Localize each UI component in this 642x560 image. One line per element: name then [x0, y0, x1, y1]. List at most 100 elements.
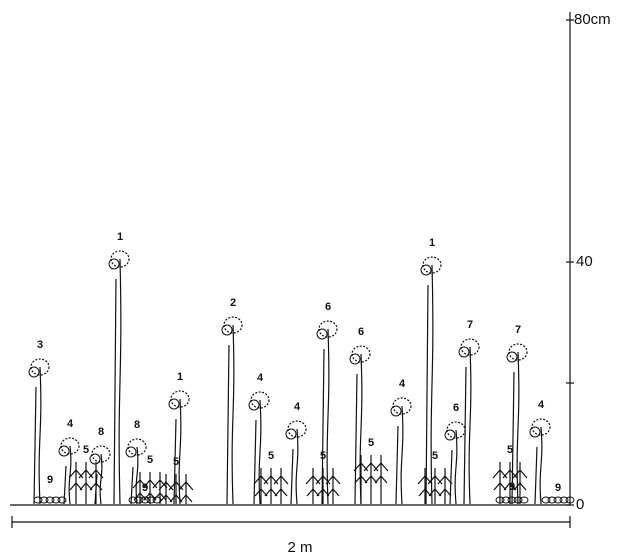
- plant-label: 8: [134, 419, 140, 431]
- plant-label: 1: [177, 371, 183, 383]
- plant-label: 4: [538, 399, 545, 411]
- rosette-leaf: [507, 496, 517, 504]
- flower-head: [420, 264, 432, 276]
- plant-label: 7: [467, 319, 473, 331]
- rosette-leaf: [519, 496, 529, 504]
- flower-head: [168, 398, 180, 410]
- plant-label: 9: [142, 482, 148, 494]
- plant-label: 5: [368, 437, 374, 449]
- flower-head: [91, 445, 111, 463]
- stem: [463, 366, 467, 505]
- plant-label: 5: [320, 450, 326, 462]
- grass-leaf: [273, 475, 289, 485]
- flower-head: [250, 391, 270, 409]
- grass-leaf: [418, 488, 432, 497]
- grass-leaf: [354, 475, 368, 484]
- flower-head: [58, 445, 70, 457]
- flower-head: [318, 320, 338, 338]
- flower-head: [460, 338, 480, 356]
- flower-head: [221, 324, 233, 336]
- flower-head: [223, 316, 243, 334]
- flower-head: [285, 428, 297, 440]
- grass-leaf: [326, 488, 340, 497]
- plant-label: 9: [47, 474, 53, 486]
- plant-label: 6: [453, 402, 459, 414]
- grass-leaf: [169, 494, 183, 503]
- rosette-leaf: [128, 496, 138, 504]
- axis-label: 40: [576, 253, 593, 270]
- flower-head: [108, 258, 120, 270]
- flower-head: [444, 429, 456, 441]
- grass-leaf: [306, 488, 320, 497]
- rosette-leaf: [140, 496, 150, 504]
- stem: [99, 453, 103, 505]
- plant-label: 5: [432, 450, 438, 462]
- flower-head: [248, 399, 260, 411]
- flower-head: [125, 446, 137, 458]
- scale-label: 2 m: [287, 539, 312, 556]
- stem: [534, 446, 538, 505]
- stem: [511, 371, 515, 505]
- stem: [449, 449, 453, 505]
- plant-label: 6: [358, 326, 364, 338]
- flower-head: [170, 390, 190, 408]
- rosette-leaf: [547, 496, 557, 504]
- flower-head: [349, 353, 361, 365]
- grass-leaf: [69, 482, 83, 491]
- rosette-leaf: [152, 496, 162, 504]
- rosette-leaf: [57, 496, 67, 504]
- stem: [231, 324, 235, 505]
- plant-label: 3: [37, 339, 43, 351]
- stem: [38, 366, 42, 505]
- flower-head: [529, 426, 541, 438]
- stem: [454, 429, 458, 505]
- plants: [28, 250, 575, 505]
- plant-label: 1: [429, 237, 435, 249]
- rosette-leaf: [39, 496, 49, 504]
- stem: [295, 428, 299, 505]
- grass-leaf: [152, 479, 168, 489]
- rosette-leaf: [553, 496, 563, 504]
- rosette-leaf: [565, 496, 575, 504]
- grass-leaf: [254, 488, 268, 497]
- plant-label: 2: [230, 297, 236, 309]
- plant-label: 5: [173, 456, 179, 468]
- rosette-leaf: [134, 496, 144, 504]
- plant-labels: 1 1 1 2 3 4 4 4 4 4 5 5 5 5 5 5 5 5 6 6 6 7 7 8 8 9 9 9 9: [37, 231, 561, 494]
- stem: [258, 399, 262, 505]
- stem: [68, 445, 72, 505]
- plant-label: 5: [83, 444, 89, 456]
- plant-label: 8: [98, 426, 104, 438]
- stem: [516, 351, 520, 505]
- plant-label: 5: [268, 450, 274, 462]
- grass-leaf: [159, 494, 173, 503]
- stem: [118, 258, 122, 505]
- stem: [430, 264, 434, 505]
- stem: [113, 278, 117, 505]
- stem: [253, 419, 257, 505]
- rosette-leaf: [501, 496, 511, 504]
- plant-label: 9: [509, 481, 515, 493]
- grass-leaf: [364, 475, 378, 484]
- stem: [425, 284, 429, 505]
- stem: [33, 386, 37, 505]
- plant-label: 4: [294, 401, 301, 413]
- plant-label: 4: [257, 372, 264, 384]
- rosette-leaf: [495, 496, 505, 504]
- grass-leaf: [512, 469, 528, 479]
- stem: [290, 448, 294, 505]
- stem: [468, 346, 472, 505]
- plant-label: 5: [147, 454, 153, 466]
- grass-leaf: [438, 488, 452, 497]
- flower-head: [316, 328, 328, 340]
- grass-leaf: [493, 482, 507, 491]
- grass-leaf: [428, 488, 442, 497]
- grass-leaf: [374, 475, 388, 484]
- flower-head: [287, 420, 307, 438]
- plant-label: 7: [515, 324, 521, 336]
- plant-label: 9: [555, 482, 561, 494]
- flower-head: [508, 343, 528, 361]
- grass-leaf: [513, 482, 527, 491]
- flower-head: [89, 453, 101, 465]
